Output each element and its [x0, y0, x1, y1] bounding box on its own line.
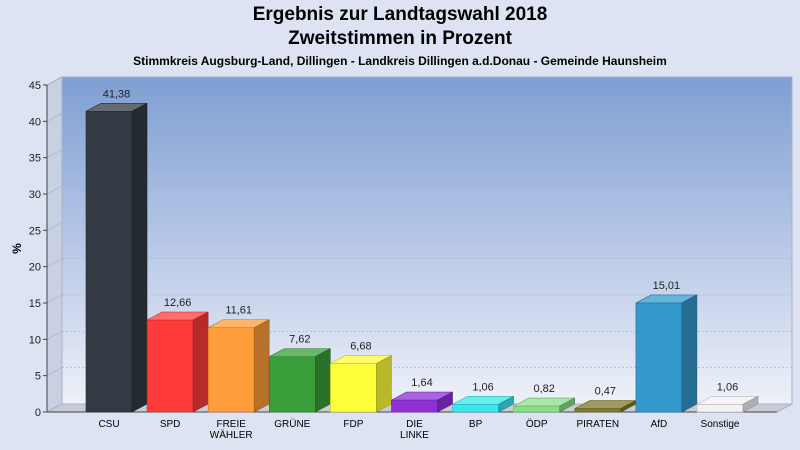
bar-side	[376, 354, 392, 413]
gridline-side	[46, 294, 63, 304]
x-tick-label: CSU	[98, 419, 119, 430]
y-tick-label: 10	[29, 334, 41, 346]
bar	[391, 399, 438, 413]
x-tick-label: ÖDP	[526, 418, 548, 430]
gridline-side	[46, 113, 63, 122]
data-label: 7,62	[289, 334, 310, 346]
y-axis-label: %	[10, 243, 24, 254]
gridline-side	[46, 76, 63, 86]
y-tick-label: 25	[29, 225, 41, 237]
bar-side	[253, 319, 270, 413]
x-tick-label: AfD	[651, 419, 668, 430]
data-label: 12,66	[164, 297, 192, 309]
data-label: 1,64	[411, 377, 432, 389]
x-tick-label: GRÜNE	[274, 418, 310, 430]
data-label: 1,06	[472, 381, 493, 393]
gridline-side	[46, 367, 63, 376]
bar	[207, 327, 255, 413]
bar	[696, 403, 744, 413]
x-tick-label: Sonstige	[701, 419, 740, 430]
y-tick-label: 35	[29, 153, 41, 165]
bar-side	[742, 395, 759, 413]
y-tick-label: 45	[29, 80, 41, 92]
bar-side	[131, 102, 148, 413]
bar	[85, 111, 133, 413]
gridline-side	[46, 258, 63, 267]
bar	[635, 302, 683, 413]
chart-subtitle: Zweitstimmen in Prozent	[288, 28, 512, 49]
data-label: 41,38	[103, 88, 131, 100]
x-tick-label: BP	[469, 419, 483, 430]
bar-side	[681, 294, 698, 413]
x-tick-label: PIRATEN	[576, 419, 619, 430]
chart-title: Ergebnis zur Landtagswahl 2018	[252, 4, 548, 25]
bar	[513, 405, 561, 413]
bar	[330, 363, 377, 413]
bar-side	[192, 311, 209, 413]
data-label: 0,47	[595, 386, 616, 398]
bar	[574, 408, 622, 413]
data-label: 0,82	[533, 383, 554, 395]
data-label: 11,61	[225, 305, 252, 317]
bar-side	[314, 348, 331, 413]
chart-caption: Stimmkreis Augsburg-Land, Dillingen - La…	[133, 54, 667, 68]
data-label: 6,68	[350, 340, 371, 352]
data-label: 15,01	[653, 280, 681, 292]
plot-side-wall	[46, 76, 63, 413]
x-tick-label: FDP	[343, 419, 363, 430]
x-tick-label: FREIE WÄHLER	[210, 419, 253, 441]
y-tick-label: 30	[29, 189, 41, 201]
bar-side	[559, 397, 576, 413]
gridline-side	[46, 331, 63, 340]
bar-side	[498, 395, 514, 413]
bar	[268, 356, 316, 413]
gridline-side	[46, 149, 63, 158]
data-label: 1,06	[717, 381, 738, 393]
y-tick-label: 5	[35, 371, 41, 383]
y-tick-label: 15	[29, 298, 41, 310]
gridline-side	[46, 222, 63, 231]
y-tick-label: 40	[29, 116, 41, 128]
bar	[146, 319, 194, 413]
x-tick-label: SPD	[160, 419, 181, 430]
y-tick-label: 0	[35, 407, 41, 419]
gridline-side	[46, 185, 63, 195]
y-tick-label: 20	[29, 262, 41, 274]
bar	[452, 403, 499, 413]
x-tick-label: DIE LINKE	[400, 419, 429, 441]
